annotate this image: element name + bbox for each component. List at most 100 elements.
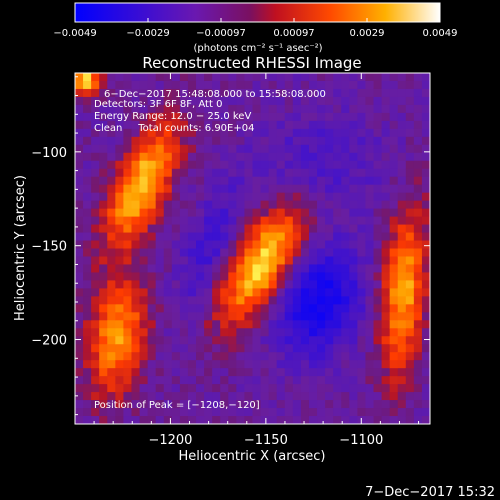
heatmap-cell xyxy=(365,304,375,313)
heatmap-cell xyxy=(405,192,415,202)
heatmap-cell xyxy=(381,320,391,329)
heatmap-cell xyxy=(179,264,189,274)
heatmap-cell xyxy=(413,216,423,226)
heatmap-cell xyxy=(413,376,423,385)
heatmap-cell xyxy=(341,328,350,337)
heatmap-cell xyxy=(196,296,205,305)
heatmap-cell xyxy=(389,400,399,409)
heatmap-cell xyxy=(260,296,270,305)
heatmap-cell xyxy=(163,376,173,385)
heatmap-cell xyxy=(292,296,302,305)
heatmap-cell xyxy=(131,144,141,154)
heatmap-cell xyxy=(115,184,125,194)
heatmap-cell xyxy=(397,328,407,337)
heatmap-cell xyxy=(91,73,100,82)
heatmap-cell xyxy=(300,312,310,321)
heatmap-cell xyxy=(260,96,270,106)
heatmap-cell xyxy=(244,192,254,202)
heatmap-cell xyxy=(341,272,350,282)
heatmap-cell xyxy=(252,400,262,409)
heatmap-cell xyxy=(204,280,213,289)
heatmap-cell xyxy=(260,200,270,210)
heatmap-cell xyxy=(196,352,205,361)
heatmap-cell xyxy=(308,120,318,130)
heatmap-cell xyxy=(300,104,310,114)
heatmap-cell xyxy=(381,80,391,90)
heatmap-cell xyxy=(147,192,157,202)
heatmap-cell xyxy=(155,144,165,154)
heatmap-cell xyxy=(308,224,318,234)
heatmap-cell xyxy=(163,96,173,106)
heatmap-cell xyxy=(397,152,407,162)
heatmap-cell xyxy=(341,144,350,154)
heatmap-cell xyxy=(389,264,399,274)
heatmap-cell xyxy=(83,304,92,313)
heatmap-cell xyxy=(236,360,246,369)
heatmap-cell xyxy=(284,73,294,82)
heatmap-cell xyxy=(300,400,310,409)
heatmap-cell xyxy=(115,400,125,409)
heatmap-cell xyxy=(171,384,181,393)
heatmap-cell xyxy=(123,96,133,106)
heatmap-cell xyxy=(365,240,375,250)
heatmap-cell xyxy=(373,368,383,377)
heatmap-cell xyxy=(308,328,318,337)
heatmap-cell xyxy=(292,80,302,90)
heatmap-cell xyxy=(333,376,342,385)
heatmap-cell xyxy=(107,168,116,178)
heatmap-cell xyxy=(99,280,108,289)
heatmap-cell xyxy=(155,240,165,250)
heatmap-cell xyxy=(91,112,100,122)
heatmap-cell xyxy=(115,136,125,146)
heatmap-cell xyxy=(236,240,246,250)
heatmap-cell xyxy=(365,368,375,377)
heatmap-cell xyxy=(220,256,229,266)
heatmap-cell xyxy=(204,336,213,345)
heatmap-cell xyxy=(365,312,375,321)
heatmap-cell xyxy=(187,184,197,194)
heatmap-cell xyxy=(373,336,383,345)
heatmap-cell xyxy=(115,280,125,289)
heatmap-cell xyxy=(333,73,342,82)
heatmap-cell xyxy=(115,392,125,401)
heatmap-cell xyxy=(365,320,375,329)
heatmap-cell xyxy=(333,152,342,162)
heatmap-cell xyxy=(228,360,237,369)
heatmap-cell xyxy=(276,312,286,321)
heatmap-cell xyxy=(147,120,157,130)
heatmap-cell xyxy=(373,416,383,424)
heatmap-cell xyxy=(236,344,246,353)
heatmap-cell xyxy=(292,368,302,377)
heatmap-cell xyxy=(381,256,391,266)
heatmap-cell xyxy=(187,368,197,377)
heatmap-cell xyxy=(123,176,133,186)
heatmap-cell xyxy=(196,144,205,154)
heatmap-cell xyxy=(397,336,407,345)
heatmap-cell xyxy=(252,248,262,258)
heatmap-cell xyxy=(268,288,278,297)
heatmap-cell xyxy=(163,192,173,202)
heatmap-cell xyxy=(147,384,157,393)
heatmap-cell xyxy=(413,296,423,305)
heatmap-cell xyxy=(373,320,383,329)
heatmap-cell xyxy=(405,280,415,289)
heatmap-cell xyxy=(389,280,399,289)
heatmap-cell xyxy=(187,328,197,337)
heatmap-cell xyxy=(252,352,262,361)
heatmap-cell xyxy=(139,80,149,90)
heatmap-cell xyxy=(131,408,141,417)
heatmap-cell xyxy=(155,136,165,146)
heatmap-cell xyxy=(187,112,197,122)
heatmap-cell xyxy=(204,216,213,226)
heatmap-cell xyxy=(107,128,116,138)
heatmap-cell xyxy=(123,264,133,274)
heatmap-cell xyxy=(292,344,302,353)
heatmap-cell xyxy=(220,136,229,146)
heatmap-cell xyxy=(115,248,125,258)
heatmap-cell xyxy=(252,320,262,329)
heatmap-cell xyxy=(357,216,367,226)
heatmap-cell xyxy=(171,184,181,194)
heatmap-cell xyxy=(139,280,149,289)
heatmap-cell xyxy=(123,344,133,353)
heatmap-cell xyxy=(228,376,237,385)
